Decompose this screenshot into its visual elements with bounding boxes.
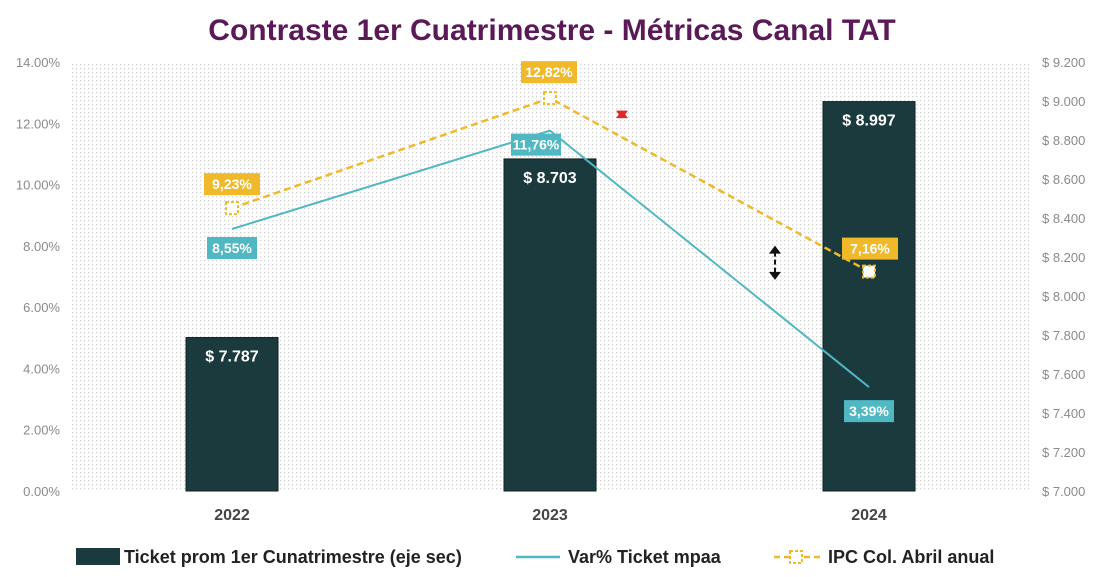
- y-right-tick-label: $ 8.400: [1042, 211, 1085, 226]
- ipc-point-marker: [225, 201, 239, 216]
- arrow-head-up: [769, 245, 781, 254]
- var-ticket-data-label-box: [207, 237, 257, 260]
- y-right-tick-label: $ 7.600: [1042, 367, 1085, 382]
- y-left-tick-label: 8.00%: [23, 239, 60, 254]
- y-right-tick-label: $ 9.000: [1042, 94, 1085, 109]
- x-category-label: 2022: [214, 507, 250, 524]
- legend-swatch-bar: [76, 548, 120, 565]
- chart-title: Contraste 1er Cuatrimestre - Métricas Ca…: [208, 14, 895, 47]
- ipc-data-label: 9,23%: [212, 176, 252, 192]
- bar: [822, 101, 916, 492]
- y-right-tick-label: $ 8.800: [1042, 133, 1085, 148]
- var-ticket-data-label-box: [844, 400, 894, 423]
- y-left-tick-label: 4.00%: [23, 361, 60, 376]
- ipc-point-marker: [543, 91, 557, 106]
- y-left-tick-label: 10.00%: [16, 178, 61, 193]
- var-ticket-data-label: 8,55%: [212, 240, 252, 256]
- var-ticket-data-label: 3,39%: [849, 403, 889, 419]
- ipc-data-label-box: [842, 237, 898, 260]
- legend-label-line: Var% Ticket mpaa: [568, 547, 722, 567]
- bar: [185, 337, 279, 492]
- y-left-tick-label: 14.00%: [16, 55, 61, 70]
- ipc-data-label: 12,82%: [525, 64, 573, 80]
- y-right-tick-label: $ 8.200: [1042, 250, 1085, 265]
- y-left-tick-label: 2.00%: [23, 423, 60, 438]
- arrow-head-down: [616, 110, 628, 119]
- ipc-data-label: 7,16%: [850, 241, 890, 257]
- y-right-tick-label: $ 7.400: [1042, 406, 1085, 421]
- var-ticket-data-label-box: [511, 133, 561, 156]
- var-ticket-series-line: [231, 129, 870, 388]
- ipc-data-label-box: [521, 61, 577, 84]
- y-right-tick-label: $ 7.800: [1042, 328, 1085, 343]
- y-left-tick-label: 6.00%: [23, 300, 60, 315]
- y-left-tick-label: 0.00%: [23, 484, 60, 499]
- legend-swatch-ipc-marker: [789, 550, 803, 564]
- y-right-tick-label: $ 9.200: [1042, 55, 1085, 70]
- var-ticket-data-label: 11,76%: [513, 137, 560, 153]
- bar: [503, 158, 597, 492]
- legend-label-ipc: IPC Col. Abril anual: [828, 547, 994, 567]
- ipc-data-label-box: [204, 173, 260, 196]
- x-category-label: 2024: [851, 507, 887, 524]
- bar-value-label: $ 8.703: [523, 170, 576, 187]
- y-right-tick-label: $ 8.600: [1042, 172, 1085, 187]
- y-left-tick-label: 12.00%: [16, 116, 61, 131]
- arrow-head-down: [769, 271, 781, 280]
- legend-label-bar: Ticket prom 1er Cunatrimestre (eje sec): [124, 547, 462, 567]
- bar-value-label: $ 7.787: [205, 349, 258, 366]
- y-right-tick-label: $ 7.000: [1042, 484, 1085, 499]
- x-category-label: 2023: [532, 507, 568, 524]
- ipc-point-marker: [862, 264, 876, 279]
- y-right-tick-label: $ 7.200: [1042, 445, 1085, 460]
- y-right-tick-label: $ 8.000: [1042, 289, 1085, 304]
- bar-value-label: $ 8.997: [842, 113, 895, 130]
